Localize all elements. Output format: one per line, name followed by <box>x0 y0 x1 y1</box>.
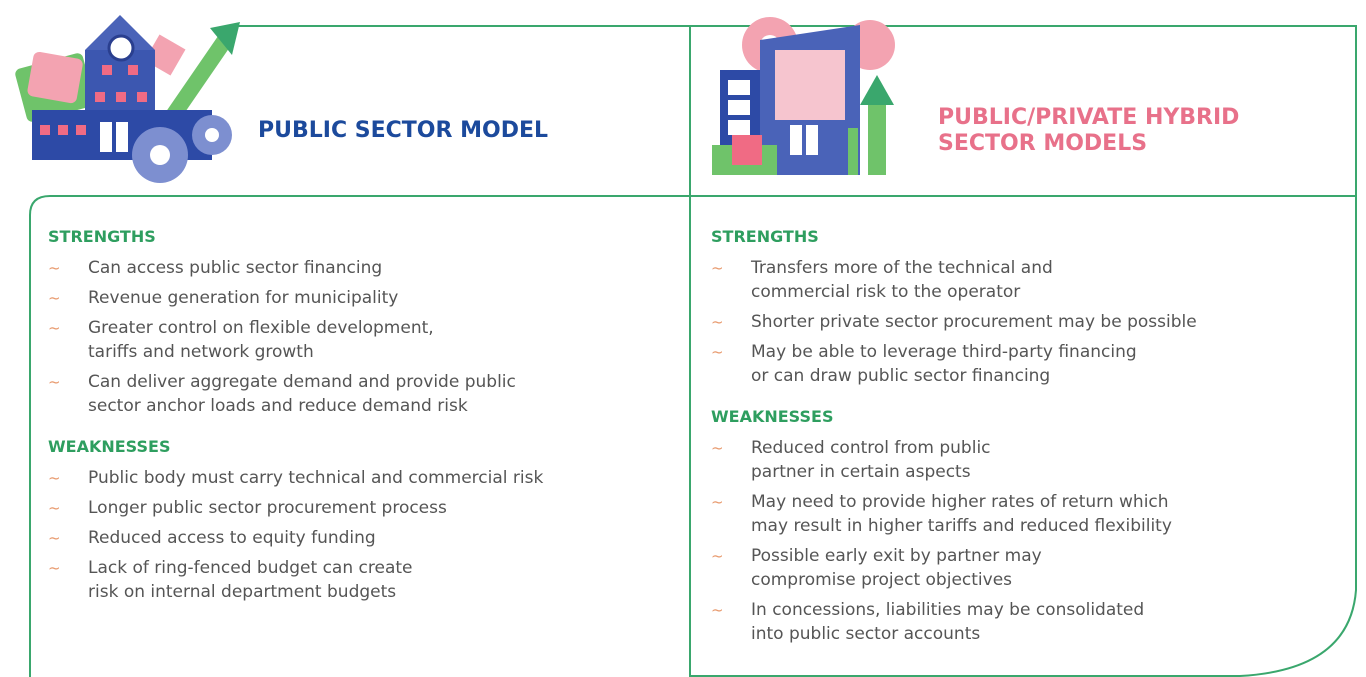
item-list: ~ Can access public sector financing ~ Reve… <box>48 256 678 418</box>
item-text: Reduced control from public partner in c… <box>751 438 991 482</box>
bullet: ~ <box>48 469 61 487</box>
item-text: Transfers more of the technical and comm… <box>751 258 1053 302</box>
bullet: ~ <box>48 529 61 547</box>
section-heading: STRENGTHS <box>48 227 156 246</box>
bullet: ~ <box>48 559 61 577</box>
list-item: ~ Public body must carry technical and co… <box>48 466 678 490</box>
item-text: Shorter private sector procurement may b… <box>751 312 1197 332</box>
item-text: Reduced access to equity funding <box>88 528 376 548</box>
section-heading: WEAKNESSES <box>48 437 171 456</box>
bullet: ~ <box>711 313 724 331</box>
bullet: ~ <box>711 259 724 277</box>
bullet: ~ <box>711 343 724 361</box>
item-text: Greater control on flexible development,… <box>88 318 434 362</box>
borders <box>29 25 1357 677</box>
bullet: ~ <box>711 439 724 457</box>
section-heading: WEAKNESSES <box>711 407 834 426</box>
list-item: ~ Reduced control from public partner in … <box>711 436 1351 484</box>
outer-border <box>232 25 1357 677</box>
list-item: ~ Transfers more of the technical and com… <box>711 256 1351 304</box>
list-item: ~ May need to provide higher rates of ret… <box>711 490 1351 538</box>
item-list: ~ Public body must carry technical and co… <box>48 466 678 604</box>
item-list: ~ Transfers more of the technical and com… <box>711 256 1351 388</box>
item-text: Longer public sector procurement process <box>88 498 447 518</box>
header-border <box>29 195 1356 677</box>
column: STRENGTHS ~ Can access public sector finan… <box>48 226 678 622</box>
item-list: ~ Reduced control from public partner in … <box>711 436 1351 646</box>
list-item: ~ Possible early exit by partner may comp… <box>711 544 1351 592</box>
column: STRENGTHS ~ Transfers more of the technica… <box>711 226 1351 664</box>
item-text: Public body must carry technical and com… <box>88 468 544 488</box>
list-item: ~ Can access public sector financing <box>48 256 678 280</box>
bullet: ~ <box>48 289 61 307</box>
item-text: Can access public sector financing <box>88 258 383 278</box>
bullet: ~ <box>48 499 61 517</box>
section-heading: STRENGTHS <box>711 227 819 246</box>
bullet: ~ <box>711 547 724 565</box>
bullet: ~ <box>48 373 61 391</box>
bullet: ~ <box>48 259 61 277</box>
list-item: ~ In concessions, liabilities may be cons… <box>711 598 1351 646</box>
bullet: ~ <box>711 601 724 619</box>
bullet: ~ <box>711 493 724 511</box>
item-text: May need to provide higher rates of retu… <box>751 492 1172 536</box>
public-illustration <box>15 15 240 183</box>
list-item: ~ Longer public sector procurement proces… <box>48 496 678 520</box>
list-item: ~ Lack of ring-fenced budget can create r… <box>48 556 678 604</box>
item-text: Lack of ring-fenced budget can create ri… <box>88 558 413 602</box>
list-item: ~ Shorter private sector procurement may … <box>711 310 1351 334</box>
list-item: ~ Can deliver aggregate demand and provid… <box>48 370 678 418</box>
list-item: ~ Greater control on flexible development… <box>48 316 678 364</box>
item-text: May be able to leverage third-party fina… <box>751 342 1137 386</box>
item-text: Revenue generation for municipality <box>88 288 399 308</box>
item-text: Possible early exit by partner may compr… <box>751 546 1042 590</box>
bullet: ~ <box>48 319 61 337</box>
item-text: Can deliver aggregate demand and provide… <box>88 372 516 416</box>
list-item: ~ Reduced access to equity funding <box>48 526 678 550</box>
column-title: PUBLIC/PRIVATE HYBRID SECTOR MODELS <box>938 105 1240 156</box>
item-text: In concessions, liabilities may be conso… <box>751 600 1145 644</box>
list-item: ~ Revenue generation for municipality <box>48 286 678 310</box>
column-title: PUBLIC SECTOR MODEL <box>258 118 548 143</box>
hybrid-illustration <box>712 17 895 175</box>
list-item: ~ May be able to leverage third-party fin… <box>711 340 1351 388</box>
